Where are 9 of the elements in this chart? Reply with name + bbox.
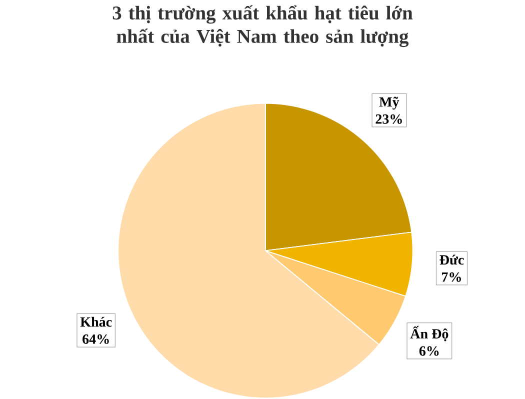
slice-label: Ấn Độ [410,326,448,342]
data-label: 64% [82,334,109,344]
data-label: 7% [442,272,461,282]
slice-label: Đức [440,254,464,265]
chart-title: 3 thị trường xuất khẩu hạt tiêu lớn nhất của Việt Nam theo sản lượng [112,5,413,48]
slice-label: Khác [80,317,112,327]
data-label: 23% [376,114,402,124]
slice-label: Mỹ [379,96,400,110]
data-label: 6% [419,346,439,356]
